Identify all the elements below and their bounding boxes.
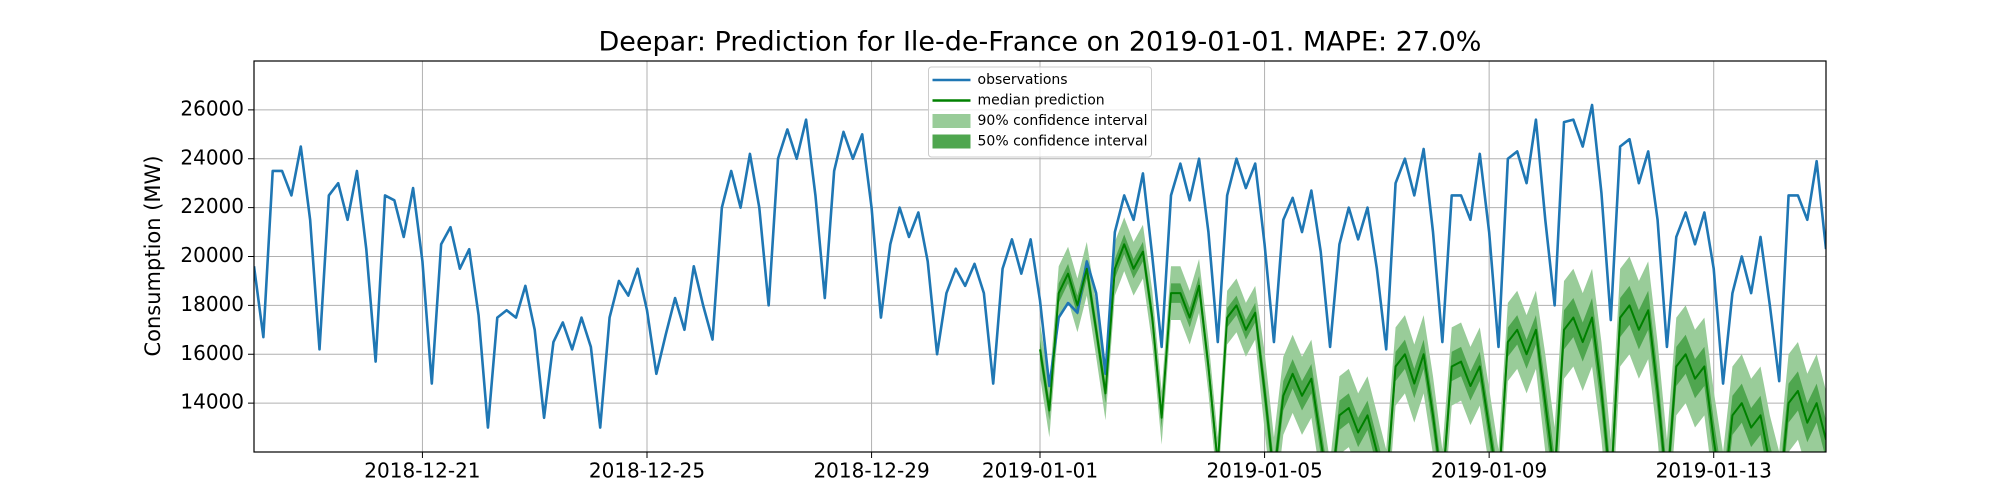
legend-label: median prediction	[978, 93, 1105, 109]
y-tick-label: 20000	[180, 243, 244, 267]
chart-title: Deepar: Prediction for Ile-de-France on …	[599, 27, 1482, 58]
y-tick-label: 22000	[180, 194, 244, 218]
y-tick-label: 18000	[180, 292, 244, 316]
x-tick-label: 2019-01-09	[1431, 459, 1547, 483]
legend-swatch	[932, 134, 971, 149]
y-tick-label: 14000	[180, 390, 244, 414]
legend-box	[928, 66, 1152, 158]
y-tick-label: 16000	[180, 341, 244, 365]
x-tick-label: 2018-12-21	[364, 459, 480, 483]
confidence-band	[1040, 234, 1826, 452]
y-axis-label: Consumption (MW)	[141, 155, 165, 356]
legend-label: 50% confidence interval	[978, 134, 1148, 150]
legend-swatch	[932, 114, 971, 128]
y-tick-label: 24000	[180, 145, 244, 169]
x-tick-label: 2019-01-05	[1206, 459, 1322, 483]
x-tick-label: 2019-01-01	[982, 459, 1098, 483]
x-tick-label: 2018-12-25	[589, 459, 705, 483]
x-tick-label: 2019-01-13	[1656, 459, 1772, 483]
confidence-band	[1040, 217, 1826, 452]
legend: observations median prediction 90% confide…	[928, 66, 1152, 158]
x-tick-label: 2018-12-29	[813, 459, 929, 483]
series-line	[1039, 243, 1826, 452]
series-line	[254, 103, 1826, 429]
legend-label: 90% confidence interval	[978, 113, 1148, 129]
plot-area	[254, 103, 1826, 452]
y-tick-label: 26000	[180, 96, 244, 120]
axes: 14000 16000 18000 20000 22000 24000 26000 2018-…	[180, 96, 1771, 482]
legend-label: observations	[978, 72, 1068, 88]
